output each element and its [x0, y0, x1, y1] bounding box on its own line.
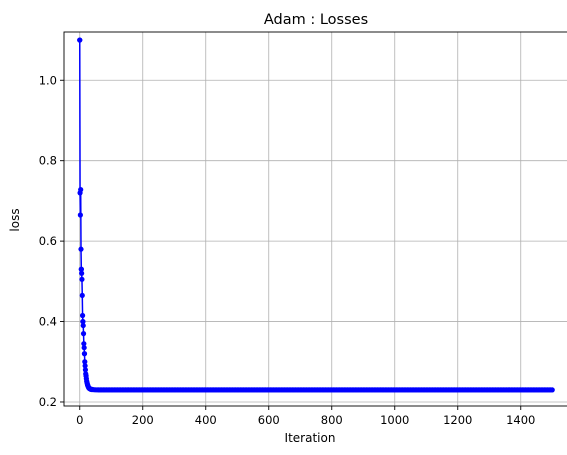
data-point: [80, 318, 86, 325]
plot-area: [77, 37, 555, 393]
x-tick-label: 1400: [506, 413, 535, 427]
x-tick-label: 400: [195, 413, 217, 427]
data-point: [78, 246, 84, 252]
data-point: [89, 386, 95, 393]
data-point: [78, 187, 84, 193]
y-tick-label: 0.6: [39, 234, 57, 248]
data-point: [82, 359, 88, 365]
y-tick-label: 0.8: [39, 154, 57, 168]
data-point: [79, 276, 85, 282]
data-point: [80, 331, 87, 337]
data-point: [80, 322, 86, 329]
x-tick-label: 800: [321, 413, 343, 427]
x-tick-label: 0: [76, 413, 83, 427]
data-point: [81, 351, 88, 357]
data-point: [79, 292, 85, 299]
y-axis-label: loss: [8, 208, 22, 231]
data-point: [78, 266, 84, 272]
y-tick-label: 0.4: [39, 315, 57, 329]
loss-line: [79, 40, 553, 391]
x-tick-label: 1000: [380, 413, 409, 427]
x-tick-label: 1200: [443, 413, 472, 427]
data-point: [82, 363, 88, 369]
data-point: [82, 367, 89, 373]
data-point: [77, 212, 83, 218]
data-point: [77, 37, 83, 43]
data-point: [79, 270, 85, 276]
data-point: [549, 387, 555, 393]
x-tick-label: 200: [132, 413, 154, 427]
axis-ticks: 0 200 400 600 800 1000 1200 1400 0.2 0.4 0.6 0.8 1.0: [39, 73, 536, 427]
data-point: [79, 312, 86, 319]
grid: [64, 32, 567, 406]
x-tick-label: 600: [258, 413, 280, 427]
chart-title: Adam : Losses: [264, 12, 368, 28]
x-axis-label: Iteration: [285, 431, 336, 445]
y-tick-label: 1.0: [39, 73, 57, 87]
data-point: [81, 345, 87, 351]
plot-frame: [63, 31, 567, 407]
y-tick-label: 0.2: [39, 395, 57, 409]
data-point: [81, 341, 87, 347]
